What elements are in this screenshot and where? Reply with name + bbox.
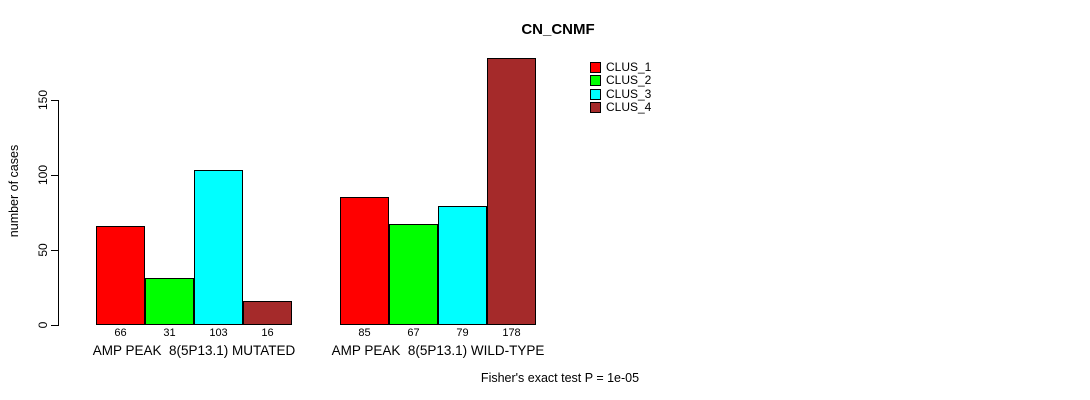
y-axis-tick-label: 0: [36, 321, 50, 329]
bar-clus_2-group2: [389, 224, 438, 325]
bar-value-label: 66: [114, 327, 127, 339]
y-axis-tick: [51, 100, 58, 101]
legend-label: CLUS_3: [606, 87, 652, 101]
bar-clus_2-group1: [145, 278, 194, 325]
bar-clus_4-group2: [487, 58, 536, 325]
bar-clus_3-group2: [438, 206, 487, 325]
legend-swatch-clus_1: [590, 62, 601, 73]
x-category-label: AMP PEAK 8(5P13.1) WILD-TYPE: [331, 343, 545, 358]
bar-value-label: 178: [502, 327, 521, 339]
legend-label: CLUS_4: [606, 100, 652, 114]
bar-clus_3-group1: [194, 170, 243, 325]
bar-value-label: 85: [358, 327, 371, 339]
legend-label: CLUS_1: [606, 60, 652, 74]
chart-title: CN_CNMF: [521, 21, 595, 38]
y-axis-tick: [51, 175, 58, 176]
bar-clus_4-group1: [243, 301, 292, 325]
x-category-label: AMP PEAK 8(5P13.1) MUTATED: [92, 343, 296, 358]
y-axis-tick: [51, 325, 58, 326]
y-axis-tick-label: 150: [36, 89, 50, 111]
y-axis-tick: [51, 250, 58, 251]
y-axis-tick-label: 50: [36, 243, 50, 257]
legend-label: CLUS_2: [606, 73, 652, 87]
bar-value-label: 16: [261, 327, 274, 339]
legend-swatch-clus_3: [590, 89, 601, 100]
y-axis-line: [58, 100, 59, 326]
bar-value-label: 103: [209, 327, 228, 339]
bar-clus_1-group2: [340, 197, 389, 325]
y-axis-tick-label: 100: [36, 164, 50, 186]
legend-swatch-clus_4: [590, 102, 601, 113]
legend-swatch-clus_2: [590, 75, 601, 86]
fisher-test-annotation: Fisher's exact test P = 1e-05: [480, 371, 640, 385]
bar-value-label: 31: [163, 327, 176, 339]
bar-value-label: 67: [407, 327, 420, 339]
bar-clus_1-group1: [96, 226, 145, 325]
bar-value-label: 79: [456, 327, 469, 339]
